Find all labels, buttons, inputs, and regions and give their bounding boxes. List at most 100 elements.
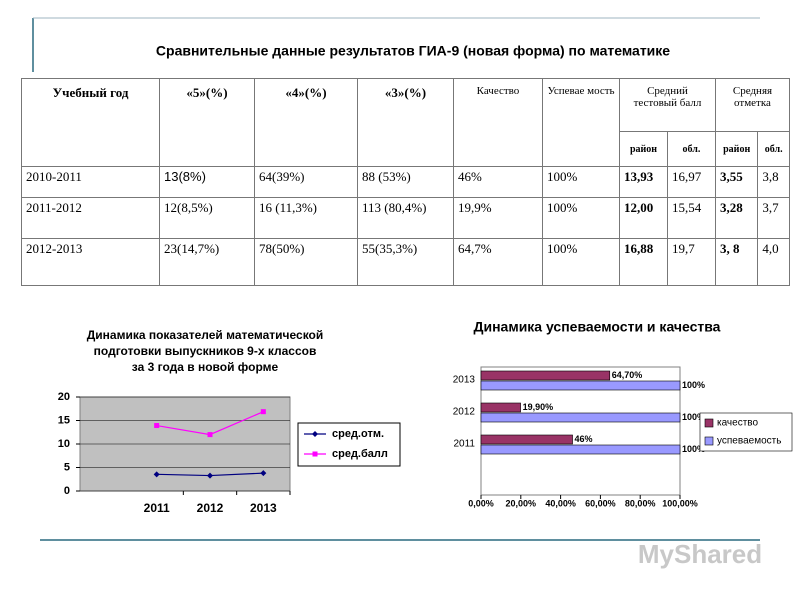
bar [480, 370, 611, 381]
marker [207, 472, 213, 479]
header-cell: «4»(%) [254, 78, 358, 167]
watermark: MyShared [638, 539, 762, 569]
bar [480, 412, 681, 423]
table-cell: 2011-2012 [21, 197, 160, 239]
table-cell: 78(50%) [254, 238, 358, 286]
marker [207, 432, 213, 438]
x-tick-label: 100,00% [662, 498, 698, 508]
table-cell: 64(39%) [254, 166, 358, 198]
table-cell: 13,93 [619, 166, 668, 198]
bar [480, 402, 521, 413]
x-tick-label: 2012 [197, 501, 224, 515]
table-cell: 46% [453, 166, 543, 198]
legend-box [297, 422, 401, 467]
legend-box [699, 412, 793, 452]
data-row: 2012-2013 23(14,7%) 78(50%) 55(35,3%) 64,7% 1… [21, 238, 790, 286]
marker [260, 470, 267, 477]
y-tick-label: 20 [58, 391, 70, 403]
x-tick-label: 20,00% [506, 498, 537, 508]
data-label: 46% [575, 434, 593, 444]
chart-title: Динамика успеваемости и качества [474, 319, 721, 335]
marker [260, 409, 266, 415]
x-tick-label: 80,00% [625, 498, 656, 508]
table-cell: 16 (11,3%) [254, 197, 358, 239]
data-row: 2010-2011 13(8%) 64(39%) 88 (53%) 46% 100% 13,… [21, 166, 790, 198]
data-row: 2011-2012 12(8,5%) 16 (11,3%) 113 (80,4%) 19… [21, 197, 790, 239]
subheader-cell: обл. [666, 131, 716, 167]
table-cell: 100% [542, 166, 620, 198]
subheader-cell: район [714, 131, 759, 167]
legend-label: качество [717, 418, 758, 429]
table-cell: 13(8%) [159, 166, 255, 198]
data-label: 100% [682, 412, 705, 422]
results-table: Учебный год «5»(%) «4»(%) «3»(%) Качество Усп… [21, 78, 791, 286]
table-cell: 88 (53%) [357, 166, 454, 198]
legend-label: успеваемость [717, 436, 781, 447]
subheader-row: район обл. район обл. [22, 131, 790, 167]
bar [480, 434, 573, 445]
data-label: 100% [682, 444, 705, 454]
y-tick-label: 0 [64, 485, 70, 497]
x-tick-label: 2013 [250, 501, 277, 515]
chart-title: Динамика показателей математической [87, 328, 324, 342]
chart-title: за 3 года в новой форме [132, 360, 279, 374]
table-cell: 12,00 [619, 197, 668, 239]
table-cell: 4,0 [757, 238, 790, 286]
chart-title: подготовки выпускников 9-х классов [94, 344, 317, 358]
y-tick-label: 2012 [453, 407, 476, 418]
y-tick-label: 15 [58, 414, 70, 426]
legend-label: сред.балл [332, 448, 388, 460]
header-cell: Качество [453, 78, 543, 167]
header-cell: Учебный год [21, 78, 160, 167]
table-cell: 3,55 [714, 166, 759, 198]
y-tick-label: 5 [64, 461, 70, 473]
table-cell: 19,7 [666, 238, 716, 286]
table-cell: 100% [542, 238, 620, 286]
table-cell: 100% [542, 197, 620, 239]
header-cell: Средний тестовый балл [619, 78, 716, 132]
table-cell: 3, 8 [714, 238, 759, 286]
x-tick-label: 0,00% [468, 498, 494, 508]
x-tick-label: 60,00% [585, 498, 616, 508]
table-cell: 12(8,5%) [159, 197, 255, 239]
legend-label: сред.отм. [332, 428, 384, 440]
data-label: 19,90% [523, 402, 554, 412]
table-cell: 55(35,3%) [357, 238, 454, 286]
slide-title: Сравнительные данные результатов ГИА-9 (… [156, 43, 670, 59]
legend-swatch [704, 418, 714, 428]
header-cell: Успевае мость [542, 78, 620, 167]
x-tick-label: 40,00% [545, 498, 576, 508]
header-cell: Средняя отметка [714, 78, 791, 132]
table-cell: 15,54 [666, 197, 716, 239]
table-cell: 64,7% [453, 238, 543, 286]
subheader-cell: обл. [757, 131, 790, 167]
marker [312, 451, 318, 457]
marker [153, 471, 160, 478]
subheader-cell: район [619, 131, 668, 167]
marker [312, 431, 318, 437]
y-tick-label: 10 [58, 438, 70, 450]
header-cell: «5»(%) [159, 78, 255, 167]
marker [154, 423, 160, 429]
bar [480, 380, 681, 391]
table-cell: 23(14,7%) [159, 238, 255, 286]
table-cell: 16,88 [619, 238, 668, 286]
table-cell: 3,28 [714, 197, 759, 239]
table-cell: 3,7 [757, 197, 790, 239]
legend-swatch [704, 436, 714, 446]
data-label: 64,70% [612, 370, 643, 380]
header-cell: «3»(%) [357, 78, 454, 167]
table-cell: 113 (80,4%) [357, 197, 454, 239]
table-cell: 3,8 [757, 166, 790, 198]
y-tick-label: 2011 [453, 439, 475, 450]
table-cell: 2012-2013 [21, 238, 160, 286]
x-tick-label: 2011 [144, 501, 170, 515]
table-cell: 19,9% [453, 197, 543, 239]
data-label: 100% [682, 380, 705, 390]
header-row: Учебный год «5»(%) «4»(%) «3»(%) Качество Усп… [21, 78, 791, 167]
bar [480, 444, 681, 455]
y-tick-label: 2013 [453, 375, 476, 386]
table-cell: 2010-2011 [21, 166, 160, 198]
